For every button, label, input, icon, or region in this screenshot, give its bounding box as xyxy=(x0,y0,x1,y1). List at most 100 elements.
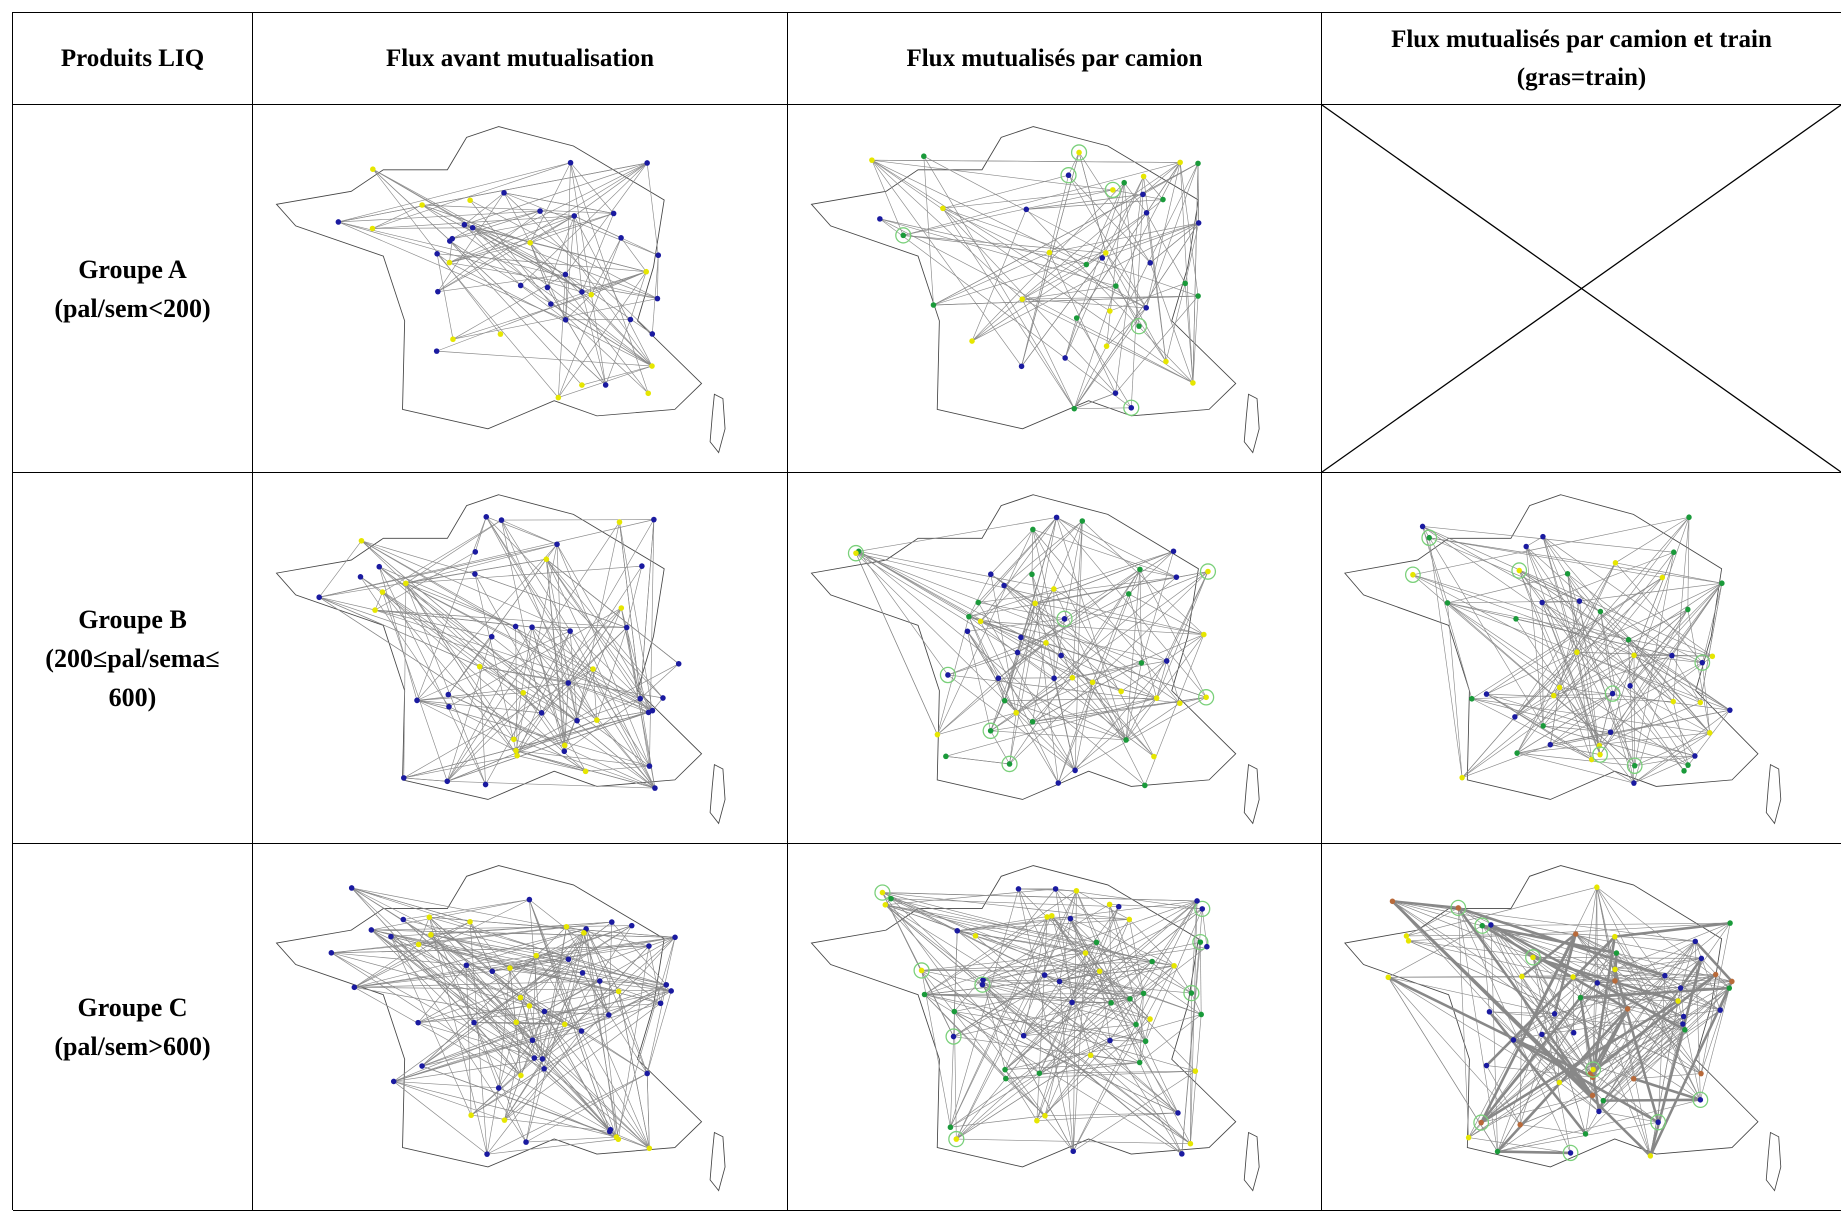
flow-line xyxy=(1004,637,1022,701)
flow-line xyxy=(1519,570,1601,612)
site-dot xyxy=(672,934,678,941)
flow-line xyxy=(882,892,958,932)
flow-line xyxy=(448,694,656,789)
flow-line xyxy=(1068,175,1151,264)
flow-line xyxy=(1518,570,1543,603)
site-dot xyxy=(1597,751,1603,758)
flow-line xyxy=(393,1081,499,1089)
site-dot xyxy=(1197,939,1204,945)
flow-line xyxy=(530,213,614,244)
flow-line xyxy=(903,189,1113,236)
flow-line xyxy=(1520,1095,1593,1125)
flow-line xyxy=(1074,696,1207,771)
site-dot xyxy=(426,914,433,920)
flow-line xyxy=(448,636,493,695)
flow-line xyxy=(371,899,530,931)
flow-line xyxy=(990,573,1036,604)
flow-line xyxy=(1392,900,1696,942)
flow-line xyxy=(473,1022,499,1089)
flow-line xyxy=(1585,987,1730,1135)
flow-line xyxy=(503,192,614,214)
flow-line xyxy=(1579,601,1601,755)
site-dot xyxy=(368,927,375,933)
site-dot xyxy=(527,239,533,246)
site-dot xyxy=(1685,762,1691,768)
flow-line xyxy=(1036,916,1048,1121)
site-dot xyxy=(1170,548,1177,555)
flow-line xyxy=(1482,925,1593,1078)
flow-line xyxy=(1633,709,1731,784)
flow-line xyxy=(1026,194,1143,210)
site-dot xyxy=(1681,768,1687,774)
flow-line xyxy=(1541,980,1616,1035)
flow-line xyxy=(556,544,650,767)
flow-line xyxy=(517,755,586,772)
flow-line xyxy=(421,204,653,367)
flow-line xyxy=(990,573,1157,699)
flow-line xyxy=(1004,700,1033,722)
flow-line xyxy=(1112,189,1164,200)
flow-line xyxy=(570,162,614,214)
flow-line xyxy=(393,1058,543,1082)
flow-line xyxy=(529,899,611,1132)
site-dot xyxy=(1160,196,1166,203)
site-dot xyxy=(523,1139,529,1145)
site-dot xyxy=(1055,780,1062,786)
flow-line xyxy=(382,591,448,782)
hub-ring xyxy=(974,976,991,993)
flow-line xyxy=(1633,1077,1701,1102)
flow-line xyxy=(957,919,1130,932)
flow-line xyxy=(525,1073,648,1143)
flow-line xyxy=(403,899,530,920)
flow-line xyxy=(1070,918,1144,994)
flow-line xyxy=(879,218,1087,265)
flow-line xyxy=(1567,573,1635,784)
flow-line xyxy=(1542,551,1674,603)
site-dot xyxy=(646,943,652,949)
flow-line xyxy=(354,944,419,988)
flow-line xyxy=(924,994,1046,1116)
site-dot xyxy=(563,923,570,930)
flow-line xyxy=(1031,574,1059,784)
flow-line xyxy=(452,227,473,239)
flow-line xyxy=(1021,298,1075,409)
site-dot xyxy=(1058,652,1064,659)
flow-line xyxy=(416,516,487,701)
flow-line xyxy=(1628,609,1688,641)
flow-line xyxy=(1532,957,1702,959)
flow-line xyxy=(1022,252,1106,300)
flow-line xyxy=(464,224,658,299)
site-dot xyxy=(1201,631,1207,638)
flow-line xyxy=(1135,1024,1179,1114)
flow-line xyxy=(1059,890,1077,982)
flow-line xyxy=(1149,262,1194,383)
flow-line xyxy=(971,162,1181,342)
header-cell: Flux avant mutualisation xyxy=(253,13,788,105)
site-dot xyxy=(468,1112,474,1119)
flow-line xyxy=(1073,285,1117,409)
site-dot xyxy=(964,628,971,635)
flow-line xyxy=(1057,569,1141,784)
flow-line xyxy=(1072,965,1175,1152)
flow-line xyxy=(466,965,617,1138)
flow-line xyxy=(596,710,653,721)
flow-line xyxy=(1532,957,1593,1078)
flow-line xyxy=(1105,252,1147,309)
flow-line xyxy=(646,984,667,1074)
site-dot xyxy=(668,988,674,994)
flow-line xyxy=(1064,176,1144,359)
flow-line xyxy=(1051,915,1112,1004)
flow-line xyxy=(923,156,1075,409)
site-dot xyxy=(376,563,383,570)
flow-line xyxy=(436,271,647,352)
site-dot xyxy=(1597,608,1604,615)
flow-line xyxy=(855,552,1018,653)
flow-line xyxy=(1592,987,1681,1096)
flow-line xyxy=(882,892,1131,1000)
flow-line xyxy=(375,609,627,628)
flow-line xyxy=(372,168,566,275)
site-dot xyxy=(372,607,378,613)
flow-line xyxy=(390,936,527,1143)
site-dot xyxy=(639,563,645,569)
